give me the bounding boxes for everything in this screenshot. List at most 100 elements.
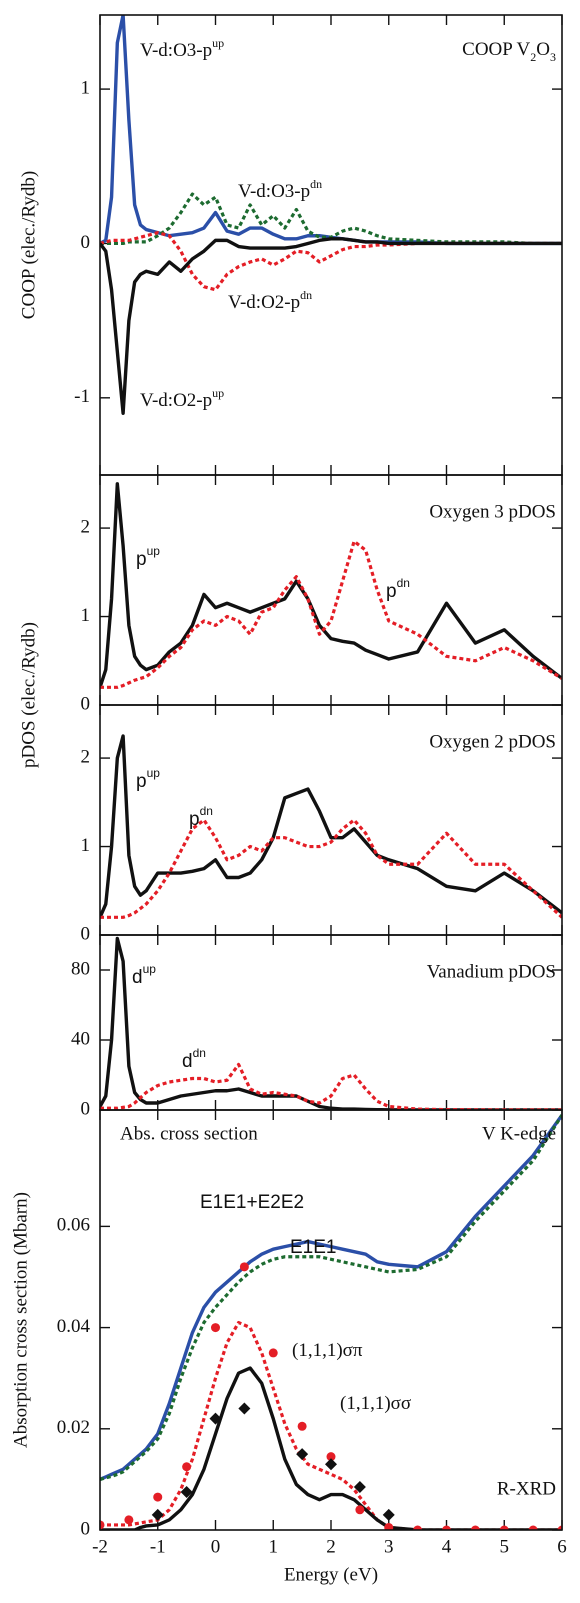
- data-point: [268, 1348, 278, 1358]
- series-label: V-d:O3-pdn: [238, 177, 322, 203]
- annotation: V K-edge: [482, 1123, 556, 1144]
- series-label-sup: dn: [300, 288, 312, 302]
- panel-title: Oxygen 3 pDOS: [429, 501, 556, 522]
- y-tick-label: 0: [81, 1098, 91, 1119]
- data-point: [326, 1452, 336, 1462]
- y-tick-label: 2: [81, 516, 91, 537]
- series-label: E1E1: [290, 1237, 336, 1258]
- series-label: ddn: [182, 1046, 206, 1072]
- series-label: pdn: [189, 804, 213, 830]
- data-point: [470, 1525, 480, 1530]
- series-label: V-d:O2-pdn: [228, 288, 312, 314]
- series-label-text: V-d:O3-p: [140, 40, 212, 61]
- plot-area: [100, 15, 562, 415]
- annotation: Abs. cross section: [120, 1123, 258, 1144]
- series-label-text: p: [136, 549, 147, 570]
- panel-title-part: 3: [550, 50, 556, 64]
- x-tick-label: 0: [211, 1536, 221, 1557]
- plot-area: [100, 1114, 562, 1530]
- data-point: [384, 1522, 394, 1530]
- series-label: pdn: [386, 576, 410, 602]
- series-label-sup: up: [212, 36, 224, 50]
- series-label-text: V-d:O2-p: [228, 292, 300, 313]
- data-line: [100, 1062, 562, 1110]
- series-label-text: (1,1,1)σπ: [292, 1340, 363, 1361]
- data-point: [353, 1480, 366, 1493]
- series-label-sup: dn: [310, 177, 322, 191]
- x-tick-label: 5: [500, 1536, 510, 1557]
- data-point: [153, 1492, 163, 1502]
- data-point: [151, 1508, 164, 1521]
- series-label: (1,1,1)σπ: [292, 1340, 363, 1361]
- panel-title: Oxygen 2 pDOS: [429, 731, 556, 752]
- x-tick-label: -1: [150, 1536, 166, 1557]
- series-label-text: V-d:O2-p: [140, 390, 212, 411]
- panel-title-part: O: [536, 39, 550, 60]
- series-label-text: V-d:O3-p: [238, 181, 310, 202]
- plot-area: [100, 734, 562, 919]
- data-line: [100, 482, 562, 688]
- y-axis-label: COOP (elec./Rydb): [18, 171, 39, 319]
- data-point: [297, 1421, 307, 1431]
- series-label-text: E1E1+E2E2: [200, 1192, 304, 1213]
- data-point: [557, 1525, 562, 1530]
- series-label: dup: [132, 962, 156, 988]
- series-label: pup: [136, 544, 160, 570]
- y-tick-label: 0: [81, 693, 91, 714]
- x-tick-label: 4: [442, 1536, 452, 1557]
- data-line: [100, 1114, 562, 1481]
- series-label-text: p: [189, 809, 200, 830]
- panel-title-part: 2: [530, 50, 536, 64]
- y-axis-label: pDOS (elec./Rydb): [18, 622, 39, 768]
- data-point: [499, 1525, 509, 1530]
- data-point: [100, 1520, 105, 1530]
- plot-area: [100, 482, 562, 689]
- series-label: V-d:O3-pup: [140, 36, 224, 62]
- data-line: [100, 734, 562, 918]
- y-tick-label: 0: [81, 1518, 91, 1539]
- annotation: R-XRD: [497, 1478, 556, 1499]
- data-point: [325, 1458, 337, 1471]
- y-tick-label: 40: [71, 1028, 90, 1049]
- series-label-sup: up: [147, 544, 161, 558]
- series-label: E1E1+E2E2: [200, 1192, 304, 1213]
- data-point: [124, 1515, 134, 1525]
- y-tick-label: 1: [81, 605, 91, 626]
- series-label: pup: [136, 766, 160, 792]
- y-tick-label: 0.06: [57, 1215, 90, 1236]
- data-line: [100, 539, 562, 689]
- x-tick-label: 1: [269, 1536, 279, 1557]
- y-tick-label: -1: [74, 386, 90, 407]
- y-tick-label: 0.02: [57, 1417, 90, 1438]
- data-line: [100, 818, 562, 919]
- data-line: [100, 1366, 562, 1530]
- series-label-sup: up: [212, 386, 224, 400]
- y-tick-label: 0: [81, 232, 91, 253]
- data-point: [239, 1262, 249, 1272]
- panel-title: Vanadium pDOS: [427, 961, 556, 982]
- x-tick-label: -2: [92, 1536, 108, 1557]
- x-tick-label: 6: [557, 1536, 567, 1557]
- data-line: [100, 237, 562, 415]
- data-point: [442, 1525, 451, 1530]
- y-tick-label: 1: [81, 835, 91, 856]
- x-axis-label: Energy (eV): [284, 1564, 378, 1585]
- series-label-text: d: [182, 1051, 193, 1072]
- data-point: [382, 1508, 395, 1521]
- panel-title-part: COOP V: [462, 39, 530, 60]
- panel-frame: [99, 1109, 563, 1531]
- data-point: [238, 1402, 251, 1415]
- series-label-sup: dn: [200, 804, 213, 818]
- y-axis-label: Absorption cross section (Mbarn): [10, 1192, 31, 1448]
- series-label-sup: up: [143, 962, 157, 976]
- y-tick-label: 0: [81, 923, 91, 944]
- series-label: (1,1,1)σσ: [340, 1393, 411, 1414]
- data-line: [100, 1114, 562, 1481]
- series-label-sup: dn: [397, 576, 410, 590]
- y-tick-label: 0.04: [57, 1316, 91, 1337]
- series-label-text: (1,1,1)σσ: [340, 1393, 411, 1414]
- series-label-text: p: [386, 581, 397, 602]
- data-point: [413, 1525, 423, 1530]
